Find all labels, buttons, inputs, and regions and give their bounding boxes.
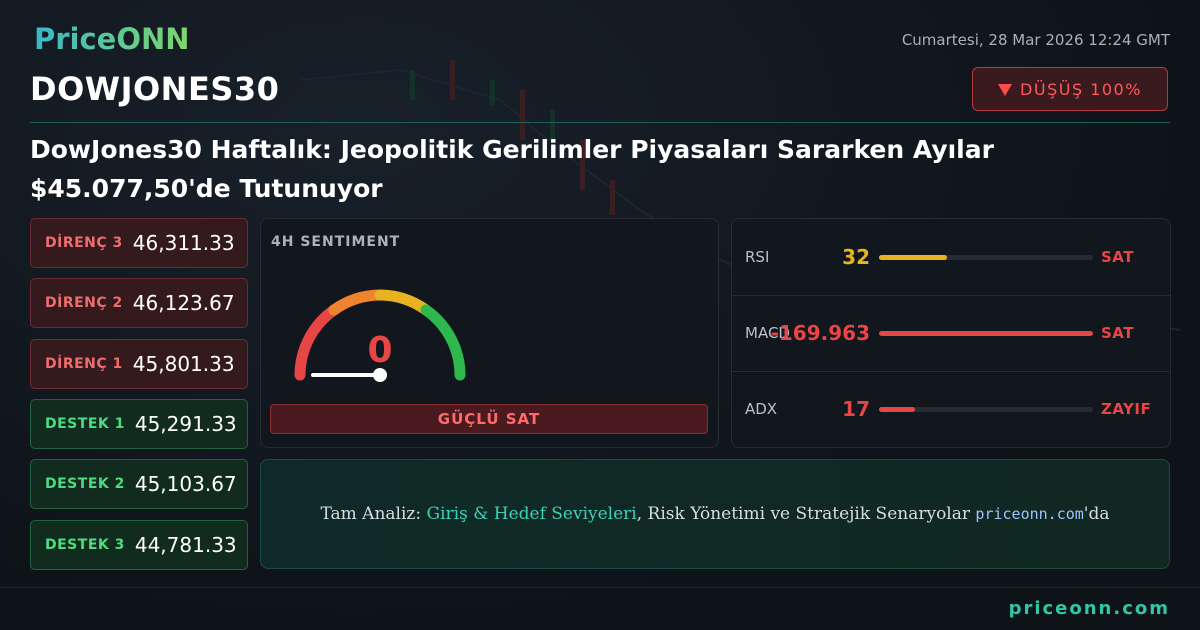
indicator-value: -169.963 — [770, 321, 870, 345]
indicator-name: RSI — [745, 248, 770, 266]
sentiment-label: GÜÇLÜ SAT — [270, 404, 708, 434]
indicator-row: MACD -169.963 SAT — [732, 295, 1170, 371]
level-value: 45,103.67 — [134, 472, 237, 496]
indicator-track — [879, 330, 1093, 336]
cta-box: Tam Analiz: Giriş & Hedef Seviyeleri, Ri… — [260, 459, 1170, 569]
cta-suffix: 'da — [1083, 504, 1110, 524]
datetime: Cumartesi, 28 Mar 2026 12:24 GMT — [901, 31, 1170, 49]
cta-link[interactable]: Giriş & Hedef Seviyeleri — [426, 504, 637, 524]
headline: DowJones30 Haftalık: Jeopolitik Geriliml… — [30, 135, 994, 203]
cta-prefix: Tam Analiz: — [320, 504, 427, 524]
indicator-bar — [879, 406, 916, 412]
indicator-name: MACD — [745, 324, 790, 342]
level-value: 44,781.33 — [134, 533, 237, 557]
down-arrow — [998, 84, 1013, 96]
cta-middle: , Risk Yönetimi ve Stratejik Senaryolar — [636, 504, 976, 524]
indicator-row: ADX 17 ZAYIF — [732, 371, 1170, 447]
gauge-orange — [328, 289, 386, 316]
level-value: 46,123.67 — [132, 291, 235, 315]
signal-badge: DÜŞÜŞ 100% — [972, 67, 1168, 111]
signal-text: DÜŞÜŞ 100% — [1020, 79, 1142, 99]
indicator-value: 17 — [842, 397, 870, 421]
indicator-value: 32 — [842, 245, 870, 269]
level-label: DESTEK 3 — [45, 537, 125, 553]
level-box: DESTEK 3 44,781.33 — [30, 520, 248, 570]
gauge-hub — [373, 368, 387, 382]
level-box: DESTEK 1 45,291.33 — [30, 399, 248, 449]
level-label: DESTEK 1 — [45, 416, 125, 432]
level-box: DESTEK 2 45,103.67 — [30, 459, 248, 509]
gauge-red — [294, 304, 340, 381]
indicator-row: RSI 32 SAT — [732, 219, 1170, 295]
level-box: DİRENÇ 3 46,311.33 — [30, 218, 248, 268]
level-label: DİRENÇ 3 — [45, 235, 123, 251]
row-divider — [732, 295, 1170, 296]
symbol: DOWJONES30 — [30, 70, 280, 108]
level-label: DİRENÇ 1 — [45, 356, 123, 372]
gauge — [294, 289, 466, 382]
level-label: DESTEK 2 — [45, 476, 125, 492]
level-value: 46,311.33 — [132, 231, 235, 255]
indicator-bar — [879, 330, 1093, 336]
divider — [30, 122, 1170, 123]
footer-divider — [0, 587, 1200, 588]
sentiment-title: 4H SENTIMENT — [271, 234, 401, 250]
sentiment-value: 0 — [367, 330, 393, 371]
indicator-signal: ZAYIF — [1101, 400, 1152, 418]
gauge-green — [420, 304, 466, 381]
brand-logo: PriceONN — [34, 22, 190, 56]
footer-site[interactable]: priceonn.com — [1008, 598, 1170, 619]
cta-site[interactable]: priceonn.com — [975, 505, 1084, 523]
gauge-yellow — [374, 289, 432, 316]
indicator-track — [879, 406, 1093, 412]
indicator-signal: SAT — [1101, 248, 1134, 266]
level-box: DİRENÇ 2 46,123.67 — [30, 278, 248, 328]
row-divider — [732, 371, 1170, 372]
indicator-signal: SAT — [1101, 324, 1134, 342]
level-value: 45,801.33 — [132, 352, 235, 376]
indicator-bar — [879, 254, 948, 260]
indicator-name: ADX — [745, 400, 778, 418]
indicator-track — [879, 254, 1093, 260]
level-label: DİRENÇ 2 — [45, 295, 123, 311]
level-value: 45,291.33 — [134, 412, 237, 436]
level-box: DİRENÇ 1 45,801.33 — [30, 339, 248, 389]
